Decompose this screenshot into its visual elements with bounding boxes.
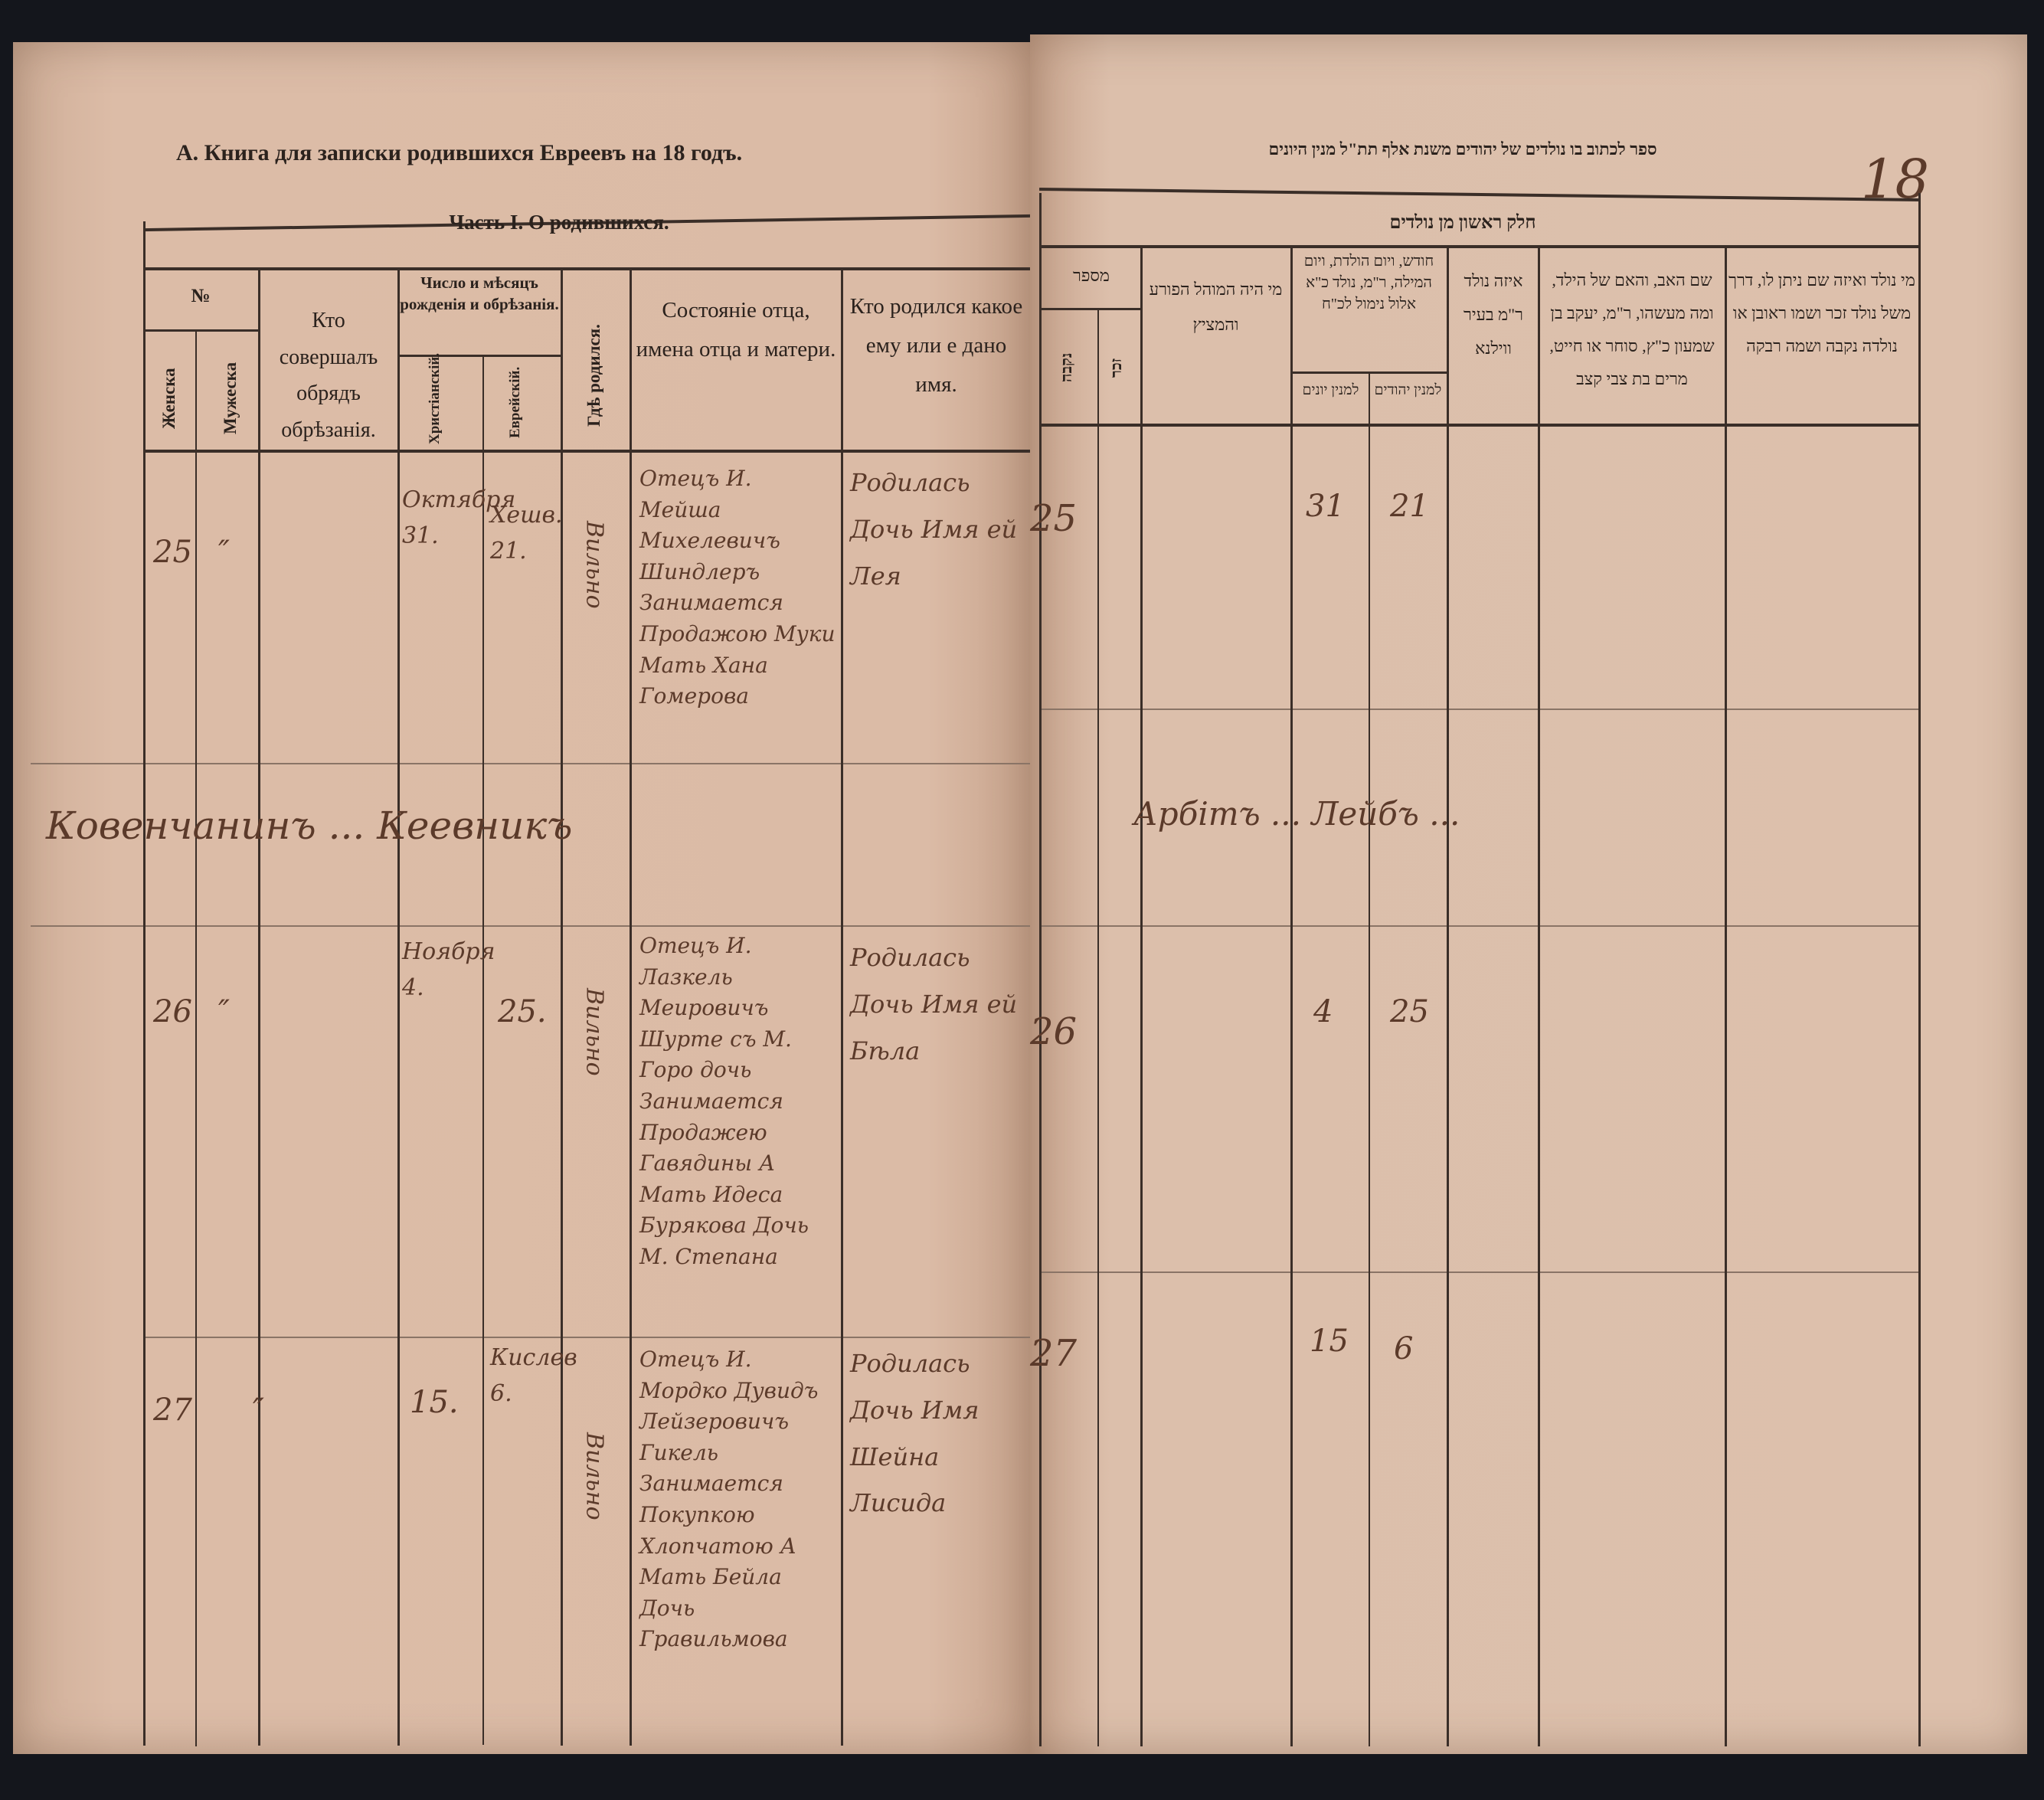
col-header-number: מספר — [1073, 266, 1110, 285]
col-line — [143, 221, 146, 1746]
entry-male-mark: ″ — [253, 1393, 264, 1428]
row-divider — [1039, 1271, 1920, 1273]
col-header-female: Женска — [159, 368, 178, 429]
number-subrule — [1039, 308, 1140, 310]
entry-jewish-date: Хешв. 21. — [490, 502, 563, 565]
entry-christian-date: Ноября 4. — [402, 938, 495, 1001]
signature-row: Арбітъ ... Лейбъ ... — [1133, 795, 1460, 833]
left-page-title: А. Книга для записки родившихся Евреевъ … — [176, 140, 743, 165]
entry-child: Родилась Дочь Имя ей Лея — [850, 468, 1018, 591]
col-header-christian: Христіанскій. — [427, 352, 443, 444]
entry-jewish-date: 25. — [498, 994, 547, 1029]
entry-number: 27 — [153, 1393, 192, 1428]
col-header-city: איזה נולד ר"מ בעיר ווילנא — [1464, 271, 1523, 358]
entry-birthplace: Вильно — [580, 1432, 608, 1520]
entry-number: 25 — [1030, 497, 1078, 540]
col-header-date: חודש, ויום הולדת, ויום המילה, ר"מ, נולד … — [1303, 253, 1434, 313]
row-divider — [31, 925, 1030, 927]
col-header-jewish: למנין יהודים — [1374, 382, 1442, 398]
entry-jewish-date: Кислев 6. — [490, 1344, 577, 1407]
row-divider — [1039, 709, 1920, 710]
entry-parents: Отецъ И. Мордко Дувидъ Лейзеровичъ Гикел… — [639, 1347, 819, 1652]
entry-birthplace: Вильно — [580, 521, 608, 609]
col-header-date: Число и мѣсяцъ рожденія и обрѣзанія. — [400, 273, 559, 314]
col-line — [1725, 245, 1727, 1746]
entry-child: Родилась Дочь Имя ей Бѣла — [850, 943, 1018, 1065]
row-divider — [1039, 925, 1920, 927]
entry-christian-date: 15. — [410, 1385, 459, 1420]
row-divider — [31, 763, 1030, 764]
entry-christian-date: Октября 31. — [402, 486, 516, 549]
entry-male-mark: ″ — [218, 994, 230, 1029]
entry-child: Родилась Дочь Имя Шейна Лисида — [850, 1349, 979, 1518]
right-part-title: חלק ראשון מן נולדים — [1389, 213, 1536, 233]
col-line — [258, 267, 260, 1746]
col-header-female: נקבה — [1058, 352, 1075, 383]
col-line — [1369, 371, 1370, 1746]
entry-jewish-date: 21 — [1390, 489, 1429, 524]
col-header-circumciser: Кто совершалъ обрядъ обрѣзанія. — [279, 309, 378, 442]
entry-jewish-date: 6 — [1394, 1331, 1414, 1366]
col-line — [841, 267, 843, 1746]
col-line — [1140, 245, 1143, 1746]
col-header-child: Кто родился какое ему или е дано имя. — [849, 294, 1023, 397]
entry-greek-date: 31 — [1306, 489, 1345, 524]
number-subrule — [143, 329, 258, 332]
col-header-male: Мужеска — [221, 362, 240, 435]
entry-parents: Отецъ И. Лазкель Меировичъ Шурте съ М. Г… — [639, 933, 809, 1269]
header-bottom-rule — [143, 450, 1032, 453]
header-rule — [1039, 245, 1920, 248]
col-header-father-mother: שם האב, והאם של הילד, ומה מעשהו, ר"מ, יע… — [1549, 270, 1715, 388]
header-bottom-rule — [1039, 424, 1920, 427]
entry-birthplace: Вильно — [580, 988, 608, 1076]
entry-number: 27 — [1030, 1332, 1078, 1375]
col-line — [1039, 193, 1042, 1746]
col-line — [397, 267, 400, 1746]
row-divider — [143, 1337, 1032, 1338]
right-page — [1030, 34, 2027, 1754]
entry-male-mark: ″ — [218, 535, 230, 570]
col-line — [1447, 245, 1449, 1746]
col-header-greek: למנין יונים — [1302, 382, 1359, 398]
entry-number: 26 — [1030, 1010, 1078, 1053]
col-header-male: זכר — [1108, 358, 1125, 378]
col-line — [195, 329, 197, 1746]
col-line — [630, 267, 632, 1746]
right-page-title: ספר לכתוב בו נולדים של יהודים משנת אלף ת… — [1268, 139, 1657, 159]
left-part-title: Часть I. О родившихся. — [449, 211, 669, 234]
entry-greek-date: 15 — [1310, 1324, 1349, 1359]
date-subrule — [397, 355, 561, 357]
header-rule — [143, 267, 1032, 270]
entry-greek-date: 4 — [1313, 994, 1333, 1029]
col-line — [482, 355, 484, 1745]
entry-parents: Отецъ И. Мейша Михелевичъ Шиндлеръ Заним… — [639, 466, 836, 709]
col-header-child: מי נולד ואיזה שם ניתן לו, דרך משל נולד ז… — [1728, 270, 1915, 355]
col-line — [1538, 245, 1540, 1746]
col-line — [561, 267, 563, 1746]
col-line — [1290, 245, 1293, 1746]
left-page — [13, 42, 1030, 1754]
entry-number: 26 — [153, 994, 192, 1029]
col-header-parents: Состояніе отца, имена отца и матери. — [636, 298, 836, 362]
col-header-jewish: Еврейскій. — [507, 366, 523, 438]
col-line — [1097, 308, 1099, 1746]
col-header-birthplace: Гдѣ родился. — [584, 324, 603, 427]
entry-jewish-date: 25 — [1390, 994, 1429, 1029]
col-header-mohel: מי היה המוהל הפורע והמציץ — [1149, 280, 1283, 335]
entry-number: 25 — [153, 535, 192, 570]
col-line — [1918, 193, 1921, 1746]
col-header-number: № — [191, 286, 211, 306]
signature-row: Ковенчанинъ ... Кеевникъ — [46, 803, 573, 848]
